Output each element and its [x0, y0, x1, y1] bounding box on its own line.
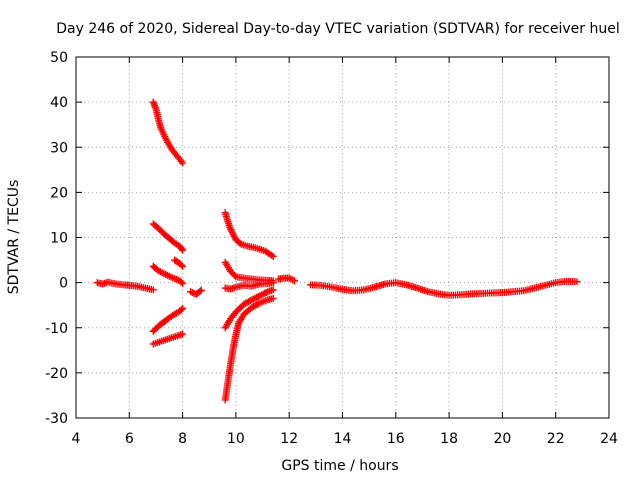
series-arc-12 [275, 274, 299, 285]
series-arc-mid-3 [149, 262, 187, 288]
series-arc-neg-13 [149, 330, 187, 348]
series-arc-small-5 [171, 256, 187, 270]
x-tick-label: 14 [334, 431, 352, 447]
data-point [179, 304, 187, 312]
data-point [178, 245, 186, 253]
series-arc-9-5-mid [221, 286, 277, 332]
data-point [251, 294, 259, 302]
y-axis-label: SDTVAR / TECUs [6, 180, 22, 295]
x-axis-label: GPS time / hours [281, 458, 398, 474]
data-point [179, 280, 187, 288]
data-point [268, 251, 276, 259]
axis-ticks: 4 6 8 10 12 14 16 18 20 22 24 -30 -20 -10 0 10 20 30 40 50 [45, 50, 618, 447]
x-tick-label: 12 [280, 431, 298, 447]
x-tick-label: 16 [387, 431, 405, 447]
data-point [269, 286, 277, 294]
y-tick-label: -30 [45, 411, 68, 427]
y-tick-label: 10 [50, 231, 68, 247]
y-tick-label: -20 [45, 366, 68, 382]
data-point [291, 277, 299, 285]
data-point [179, 262, 187, 270]
x-tick-label: 18 [440, 431, 458, 447]
chart-title: Day 246 of 2020, Sidereal Day-to-day VTE… [56, 21, 619, 37]
data-point [257, 291, 265, 299]
series-arc-main-2 [307, 277, 581, 299]
data-point [177, 261, 185, 269]
series-arc-9-5-high [221, 209, 277, 260]
x-tick-label: 24 [600, 431, 618, 447]
data-point [249, 295, 257, 303]
x-tick-label: 8 [178, 431, 187, 447]
data-point [259, 290, 267, 298]
data-points [93, 98, 581, 404]
y-tick-label: -10 [45, 321, 68, 337]
data-point [262, 288, 270, 296]
data-point [254, 300, 262, 308]
data-point [179, 330, 187, 338]
data-point [269, 294, 277, 302]
data-point [149, 286, 157, 294]
x-tick-label: 6 [125, 431, 134, 447]
series-arc-mid-13 [149, 220, 187, 254]
x-tick-label: 22 [547, 431, 565, 447]
data-point [177, 306, 185, 314]
data-point [256, 292, 264, 300]
y-tick-label: 20 [50, 185, 68, 201]
series-arc-8h [187, 286, 205, 298]
x-tick-label: 20 [493, 431, 511, 447]
series-arc-9-5-near0b [221, 279, 277, 293]
series-arc-9-5-low [221, 294, 277, 404]
data-point [573, 278, 581, 286]
data-point [177, 278, 185, 286]
series-arc-neg-10 [149, 304, 187, 335]
data-point [261, 289, 269, 297]
data-point [253, 293, 261, 301]
x-tick-label: 10 [227, 431, 245, 447]
y-tick-label: 40 [50, 95, 68, 111]
series-arc-rise-high [149, 98, 187, 167]
y-tick-label: 50 [50, 50, 68, 66]
data-point [197, 286, 205, 294]
data-point [196, 287, 204, 295]
data-point [179, 159, 187, 167]
data-point [254, 293, 262, 301]
y-tick-label: 0 [59, 276, 68, 292]
data-point [269, 252, 277, 260]
data-point [248, 296, 256, 304]
y-tick-label: 30 [50, 140, 68, 156]
series-arc-main-1 [93, 278, 157, 294]
data-point [269, 279, 277, 287]
data-point [179, 246, 187, 254]
x-tick-label: 4 [72, 431, 81, 447]
